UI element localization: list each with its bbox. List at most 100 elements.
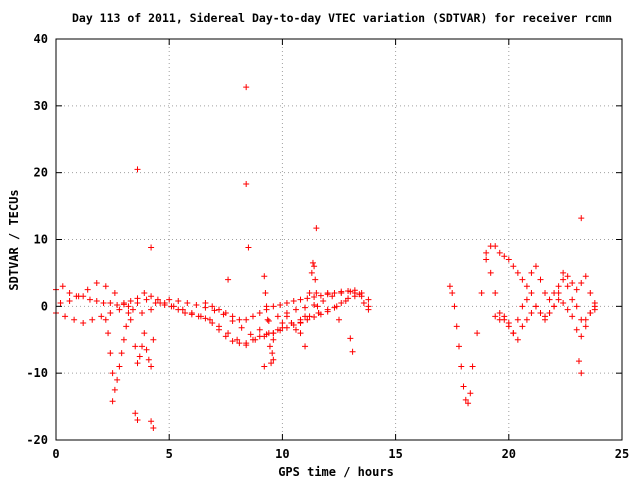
data-point — [118, 350, 125, 357]
data-point — [336, 316, 342, 323]
data-point — [279, 320, 286, 327]
data-point — [492, 313, 499, 320]
data-point — [467, 390, 474, 397]
data-point — [148, 418, 155, 425]
data-point — [591, 306, 598, 313]
data-point — [109, 398, 116, 405]
data-point — [311, 263, 318, 270]
y-tick-label: 40 — [34, 32, 48, 46]
data-point — [312, 276, 319, 283]
data-point — [537, 276, 544, 283]
data-point — [216, 306, 223, 313]
data-point — [182, 310, 189, 317]
data-point — [238, 324, 245, 331]
data-point — [311, 314, 318, 321]
data-point — [123, 323, 130, 330]
data-point — [134, 299, 141, 306]
data-point — [578, 370, 585, 377]
data-point — [582, 323, 589, 330]
series-sdtvar-outliers — [109, 84, 585, 431]
x-tick-label: 25 — [615, 447, 629, 461]
data-point — [555, 283, 562, 290]
data-point — [351, 293, 358, 300]
data-point — [84, 286, 91, 293]
x-tick-label: 10 — [275, 447, 289, 461]
data-point — [347, 335, 354, 342]
data-point — [170, 303, 177, 310]
data-point — [245, 244, 252, 251]
data-point — [206, 316, 213, 323]
data-point — [262, 289, 269, 296]
data-point — [270, 336, 277, 343]
data-point — [229, 313, 236, 320]
data-point — [311, 301, 318, 308]
x-tick-label: 20 — [502, 447, 516, 461]
data-point — [277, 301, 284, 308]
data-point — [243, 316, 250, 323]
data-point — [234, 336, 241, 343]
data-point — [161, 301, 168, 308]
data-point — [261, 363, 268, 370]
data-point — [510, 263, 517, 270]
data-point — [519, 276, 526, 283]
data-point — [107, 310, 114, 317]
data-point — [290, 297, 297, 304]
data-point — [537, 310, 544, 317]
data-point — [514, 336, 521, 343]
data-point — [519, 323, 526, 330]
data-point — [309, 259, 316, 266]
data-point — [469, 363, 476, 370]
data-point — [292, 306, 299, 313]
data-point — [532, 303, 539, 310]
data-point — [365, 303, 372, 310]
data-point — [311, 293, 318, 300]
grid-lines — [56, 39, 622, 440]
data-point — [304, 295, 311, 302]
data-point — [93, 297, 100, 304]
x-tick-label: 15 — [388, 447, 402, 461]
data-point — [80, 320, 87, 327]
data-point — [197, 313, 204, 320]
data-point — [252, 336, 259, 343]
data-point — [93, 279, 100, 286]
data-point — [225, 330, 232, 337]
data-point — [256, 326, 263, 333]
data-point — [297, 330, 304, 337]
data-point — [324, 289, 331, 296]
data-point — [139, 310, 146, 317]
data-point — [179, 306, 186, 313]
data-point — [351, 287, 358, 294]
data-point — [462, 396, 469, 403]
data-point — [324, 306, 331, 313]
y-tick-label: -20 — [26, 433, 48, 447]
data-point — [569, 313, 576, 320]
data-point — [582, 316, 589, 323]
data-point — [453, 323, 460, 330]
data-point — [105, 330, 112, 337]
data-point — [261, 273, 268, 280]
data-point — [528, 289, 535, 296]
x-axis-label: GPS time / hours — [278, 465, 394, 479]
data-point — [66, 289, 73, 296]
data-point — [560, 269, 567, 276]
data-point — [148, 363, 155, 370]
data-point — [202, 315, 209, 322]
series-sdtvar-midday-spikes — [261, 259, 322, 367]
data-point — [542, 313, 549, 320]
data-point — [184, 299, 191, 306]
data-point — [154, 296, 161, 303]
data-point — [455, 343, 462, 350]
data-point — [560, 276, 567, 283]
data-point — [329, 293, 336, 300]
data-point — [114, 301, 121, 308]
data-point — [89, 316, 96, 323]
series-sdtvar-evening-upper — [483, 243, 598, 306]
data-point — [478, 289, 485, 296]
data-point — [263, 303, 270, 310]
data-point — [139, 343, 146, 350]
data-point — [134, 416, 141, 423]
data-point — [551, 289, 558, 296]
data-point — [523, 283, 530, 290]
data-point — [514, 269, 521, 276]
